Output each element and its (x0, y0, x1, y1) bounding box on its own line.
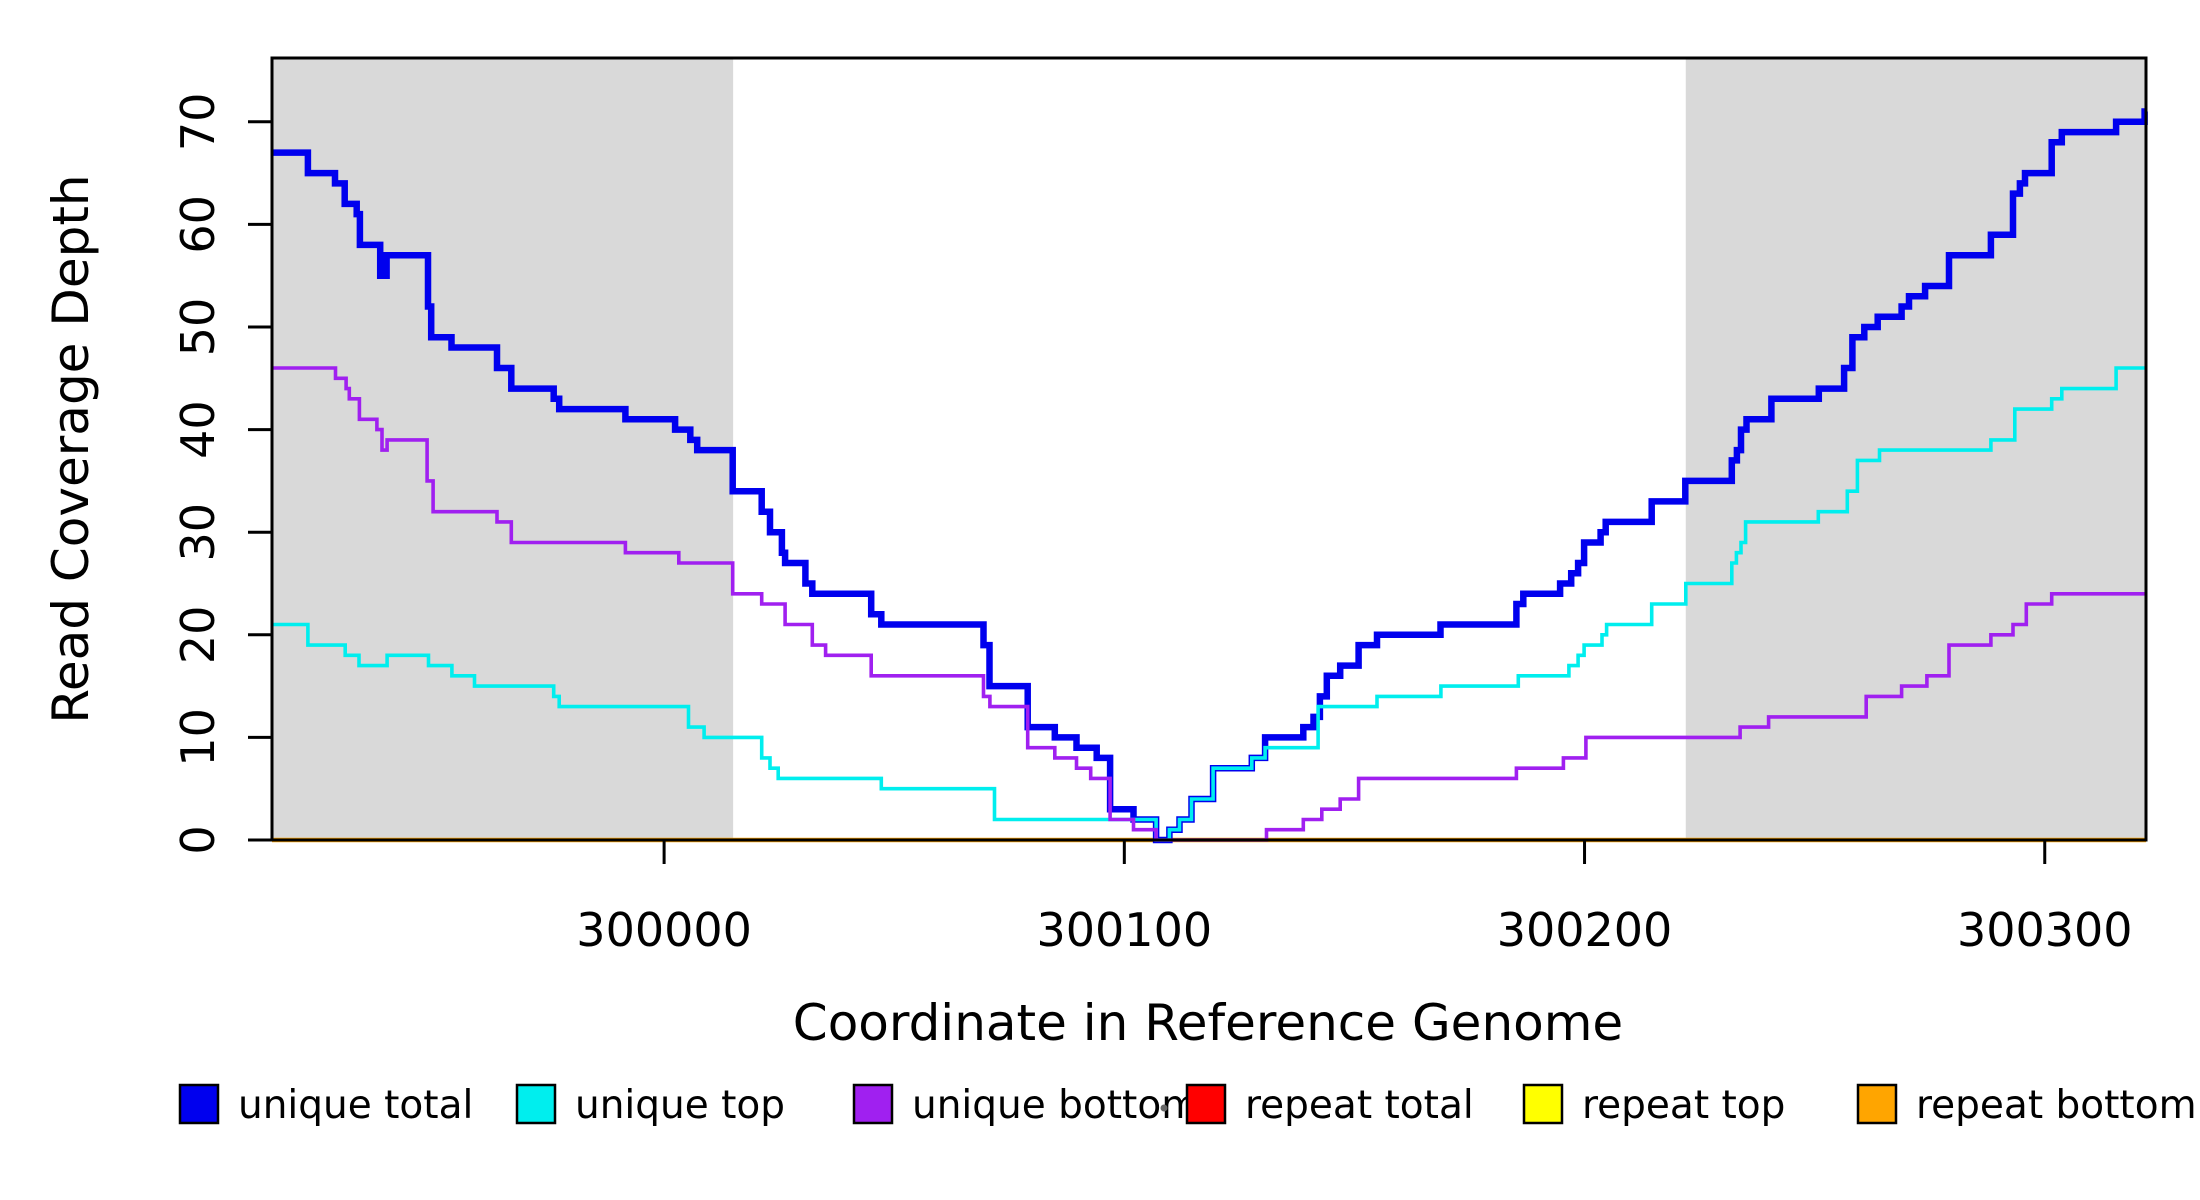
y-tick-label: 0 (171, 825, 225, 854)
x-axis: 300000 300100 300200 300300 (576, 840, 2133, 957)
legend-artifact-dot (1160, 1104, 1168, 1112)
legend-label: unique bottom (912, 1083, 1199, 1128)
series-unique-bottom (272, 366, 2146, 842)
x-tick-label: 300200 (1497, 903, 1673, 957)
legend-item-unique-top: unique top (515, 1083, 785, 1128)
y-tick-label: 30 (171, 503, 225, 562)
legend-item-unique-bottom: unique bottom (852, 1083, 1199, 1128)
y-tick-label: 70 (171, 93, 225, 152)
legend-item-repeat-top: repeat top (1522, 1083, 1785, 1128)
unique-bottom-swatch (852, 1083, 894, 1125)
legend: unique total unique top unique bottom re… (178, 1083, 2197, 1128)
series-unique-top (272, 366, 2146, 842)
legend-label: unique total (238, 1083, 473, 1128)
repeat-top-swatch (1522, 1083, 1564, 1125)
plot-border (270, 56, 2148, 842)
y-tick-label: 40 (171, 400, 225, 459)
unique-top-swatch (515, 1083, 557, 1125)
y-tick-label: 20 (171, 606, 225, 665)
legend-item-repeat-total: repeat total (1185, 1083, 1474, 1128)
y-axis: 0 10 20 30 40 50 60 70 (171, 93, 272, 855)
legend-label: repeat total (1245, 1083, 1474, 1128)
legend-label: repeat top (1582, 1083, 1785, 1128)
repeat-total-swatch (1185, 1083, 1227, 1125)
y-axis-title: Read Coverage Depth (42, 174, 100, 723)
shaded-regions (272, 58, 2146, 840)
legend-label: unique top (575, 1083, 785, 1128)
x-tick-label: 300300 (1957, 903, 2133, 957)
legend-label: repeat bottom (1916, 1083, 2197, 1128)
unique-total-swatch (178, 1083, 220, 1125)
legend-item-unique-total: unique total (178, 1083, 473, 1128)
x-tick-label: 300100 (1037, 903, 1213, 957)
y-tick-label: 10 (171, 708, 225, 767)
shaded-region (272, 58, 734, 840)
y-tick-label: 50 (171, 298, 225, 357)
y-tick-label: 60 (171, 195, 225, 254)
x-tick-label: 300000 (576, 903, 752, 957)
x-axis-title: Coordinate in Reference Genome (793, 994, 1623, 1052)
legend-item-repeat-bottom: repeat bottom (1856, 1083, 2197, 1128)
repeat-bottom-swatch (1856, 1083, 1898, 1125)
